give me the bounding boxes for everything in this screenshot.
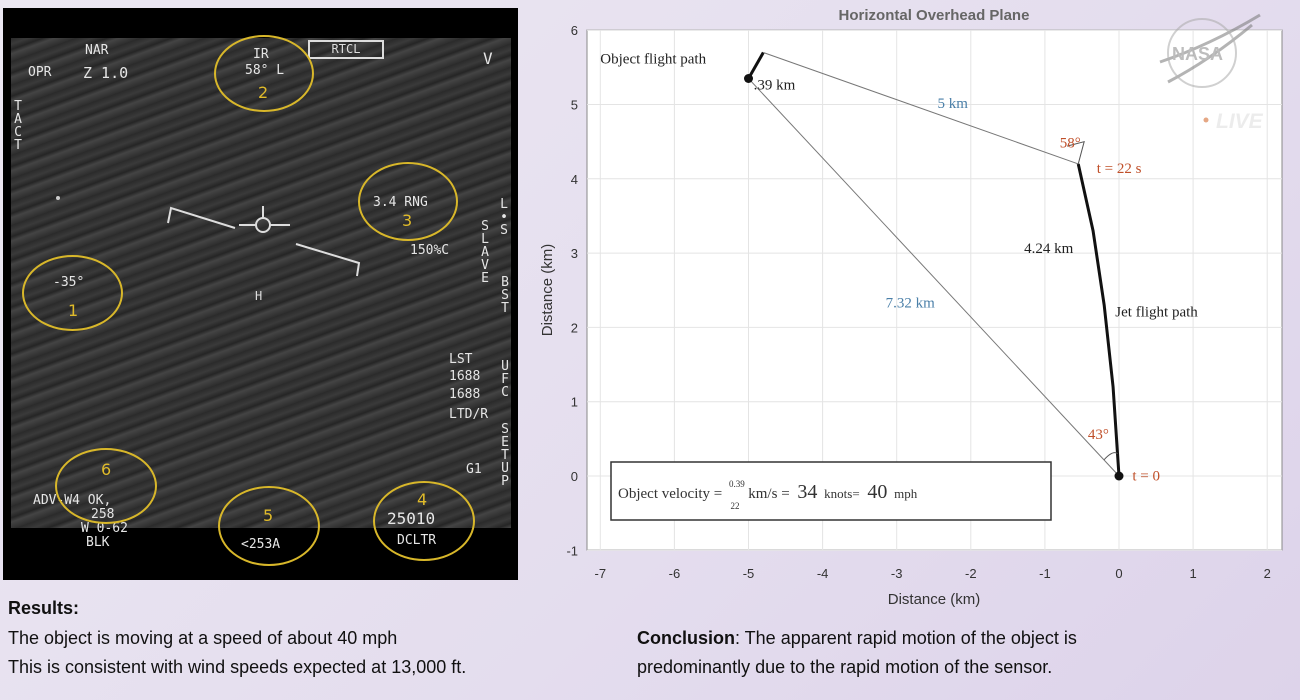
annotation-obj-dist: .39 km — [754, 78, 796, 94]
hud-ltd: LTD/R — [449, 407, 489, 422]
velocity-box — [610, 461, 1052, 521]
hud-ls: L•S — [500, 197, 508, 238]
hud-blk: BLK — [86, 535, 110, 550]
highlight-ring-2 — [214, 35, 314, 112]
y-tick-label: 4 — [571, 172, 578, 187]
highlight-ring-3 — [358, 162, 458, 241]
x-tick-label: -2 — [965, 566, 977, 581]
annotation-t0: t = 0 — [1132, 468, 1160, 484]
y-tick-label: 0 — [571, 469, 578, 484]
velocity-34: 34 — [797, 481, 817, 503]
hud-ufc: UFC — [501, 359, 509, 400]
series-sightline-t-0 — [748, 78, 1120, 477]
conclusion-line-2: predominantly due to the rapid motion of… — [637, 657, 1053, 677]
highlight-ring-5 — [218, 486, 320, 566]
hud-v-chevron-icon: V — [483, 49, 493, 68]
hud-rtcl: RTCL — [308, 40, 384, 59]
label-4: 4 — [417, 490, 428, 509]
angle-58-marker — [1067, 140, 1085, 165]
label-2: 2 — [258, 83, 269, 102]
hud-opr: OPR — [28, 65, 52, 80]
x-tick-label: -7 — [595, 566, 607, 581]
mph-label: mph — [894, 486, 918, 501]
series-sightline-t-22 — [763, 52, 1079, 165]
x-tick-label: -6 — [669, 566, 681, 581]
x-tick-label: 0 — [1115, 566, 1122, 581]
hud-1688-b: 1688 — [449, 387, 481, 402]
hud-g1: G1 — [466, 462, 482, 477]
hud-w062: W 0-62 — [81, 521, 128, 536]
nasa-live-watermark: NASA LIVE — [1159, 13, 1264, 133]
highlight-ring-1 — [22, 255, 123, 331]
angle-43-marker — [1103, 452, 1118, 460]
highlight-ring-4 — [373, 481, 475, 561]
results-line-2: This is consistent with wind speeds expe… — [8, 657, 467, 677]
frac-den: 22 — [731, 501, 740, 511]
flir-video-frame: NAR OPR Z 1.0 TACT IR 58° L RTCL V 3.4 R… — [3, 8, 518, 580]
highlight-ring-6 — [55, 448, 157, 524]
label-3: 3 — [402, 211, 413, 230]
annotation-d5: 5 km — [937, 96, 968, 112]
x-tick-label: -4 — [817, 566, 829, 581]
hud-nar: NAR — [85, 43, 109, 58]
series-jet-flight-path — [1076, 163, 1121, 477]
velocity-40: 40 — [867, 481, 887, 503]
hud-temp: 150%C — [410, 243, 450, 258]
velocity-unit: km/s = — [748, 486, 789, 502]
y-tick-label: -1 — [566, 543, 578, 558]
label-5: 5 — [263, 506, 274, 525]
hud-1688-a: 1688 — [449, 369, 481, 384]
hud-setup: SETUP — [501, 422, 509, 489]
object-start-point — [744, 73, 753, 83]
annotation-object-path: Object flight path — [600, 52, 706, 68]
chart-title: Horizontal Overhead Plane — [839, 7, 1030, 24]
hud-slave: SLAVE — [481, 219, 489, 286]
y-tick-label: 6 — [571, 23, 578, 38]
y-tick-label: 3 — [571, 246, 578, 261]
live-text: LIVE — [1216, 110, 1264, 133]
annotation-t22: t = 22 s — [1097, 161, 1142, 177]
velocity-equation: Object velocity = 0.39 22 km/s = 34 knot… — [618, 475, 918, 513]
svg-text:H: H — [255, 289, 262, 303]
x-tick-label: -5 — [743, 566, 755, 581]
conclusion-line-1: Conclusion: The apparent rapid motion of… — [637, 626, 1077, 650]
nasa-logo-text: NASA — [1172, 44, 1223, 64]
label-1: 1 — [68, 301, 79, 320]
y-axis-label: Distance (km) — [540, 244, 556, 337]
knots-label: knots= — [824, 486, 860, 501]
y-tick-label: 2 — [571, 320, 578, 335]
conclusion-text-1: : The apparent rapid motion of the objec… — [735, 628, 1077, 648]
x-tick-label: 1 — [1189, 566, 1196, 581]
series — [744, 51, 1124, 481]
jet-start-point — [1114, 471, 1124, 481]
annotation-a58: 58° — [1060, 136, 1081, 152]
velocity-label: Object velocity = — [618, 486, 722, 502]
frac-num: 0.39 — [729, 479, 745, 489]
hud-bst: BST — [501, 275, 509, 316]
flir-reticle: H — [56, 196, 361, 303]
y-tick-label: 5 — [571, 98, 578, 113]
annotation-jet-dist: 4.24 km — [1024, 241, 1074, 257]
hud-tact: TACT — [14, 99, 22, 153]
x-tick-label: 2 — [1264, 566, 1271, 581]
x-axis-label: Distance (km) — [888, 591, 981, 608]
series-object-flight-path — [747, 51, 765, 80]
results-line-1: The object is moving at a speed of about… — [8, 628, 398, 648]
hud-lst: LST — [449, 352, 473, 367]
annotation-jet-path: Jet flight path — [1115, 304, 1198, 320]
annotation-a43: 43° — [1088, 427, 1109, 443]
y-tick-label: 1 — [571, 395, 578, 410]
x-tick-label: -3 — [891, 566, 903, 581]
label-6: 6 — [101, 460, 112, 479]
hud-zoom: Z 1.0 — [83, 64, 129, 82]
results-heading: Results: — [8, 598, 80, 618]
annotation-d732: 7.32 km — [886, 295, 936, 311]
x-tick-label: -1 — [1039, 566, 1051, 581]
conclusion-heading: Conclusion — [637, 628, 735, 648]
